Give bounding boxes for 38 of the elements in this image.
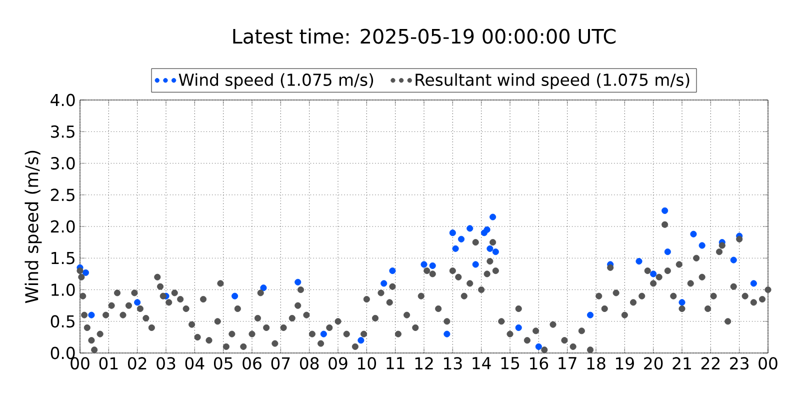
x-tick-label: 04 — [185, 357, 204, 370]
x-tick-label: 01 — [99, 357, 118, 370]
y-tick-label: 1.0 — [52, 284, 75, 296]
chart-title: Latest time: 2025-05-19 00:00:00 UTC — [233, 28, 616, 44]
y-tick-label: 4.0 — [50, 94, 75, 106]
y-tick-label: 2.0 — [50, 220, 75, 233]
x-tick-label: 08 — [300, 357, 319, 370]
y-tick-label: 0.0 — [50, 346, 75, 360]
legend-label: Resultant wind speed (1.075 m/s) — [416, 73, 690, 90]
x-tick-label: 13 — [444, 357, 462, 370]
x-tick-label: 00 — [758, 357, 778, 370]
x-tick-label: 10 — [358, 357, 376, 370]
x-tick-label: 12 — [415, 357, 433, 370]
legend-label: Wind speed (1.075 m/s) — [178, 73, 374, 90]
x-tick-label: 22 — [701, 357, 720, 370]
x-tick-label: 03 — [156, 357, 176, 370]
x-tick-label: 16 — [530, 357, 548, 370]
x-tick-label: 14 — [472, 357, 491, 370]
x-tick-label: 06 — [242, 357, 262, 370]
x-tick-label: 18 — [587, 357, 606, 370]
x-tick-label: 20 — [644, 357, 663, 370]
x-tick-label: 09 — [328, 357, 348, 370]
x-tick-label: 11 — [386, 357, 404, 370]
x-tick-label: 21 — [672, 357, 691, 370]
y-tick-label: 0.5 — [50, 315, 74, 328]
y-tick-label: 3.5 — [51, 125, 74, 138]
x-tick-label: 07 — [271, 357, 290, 370]
y-tick-label: 3.0 — [51, 157, 75, 170]
y-tick-label: 2.5 — [50, 188, 74, 202]
y-tick-label: 1.5 — [52, 252, 74, 264]
x-tick-label: 15 — [501, 357, 520, 370]
x-tick-label: 17 — [558, 357, 576, 370]
x-tick-label: 00 — [70, 357, 90, 370]
x-tick-label: 02 — [128, 357, 146, 370]
x-tick-label: 19 — [616, 357, 634, 370]
y-axis-title: Wind speed (m/s) — [24, 150, 42, 304]
x-tick-label: 23 — [730, 357, 748, 370]
x-tick-label: 05 — [214, 357, 232, 370]
